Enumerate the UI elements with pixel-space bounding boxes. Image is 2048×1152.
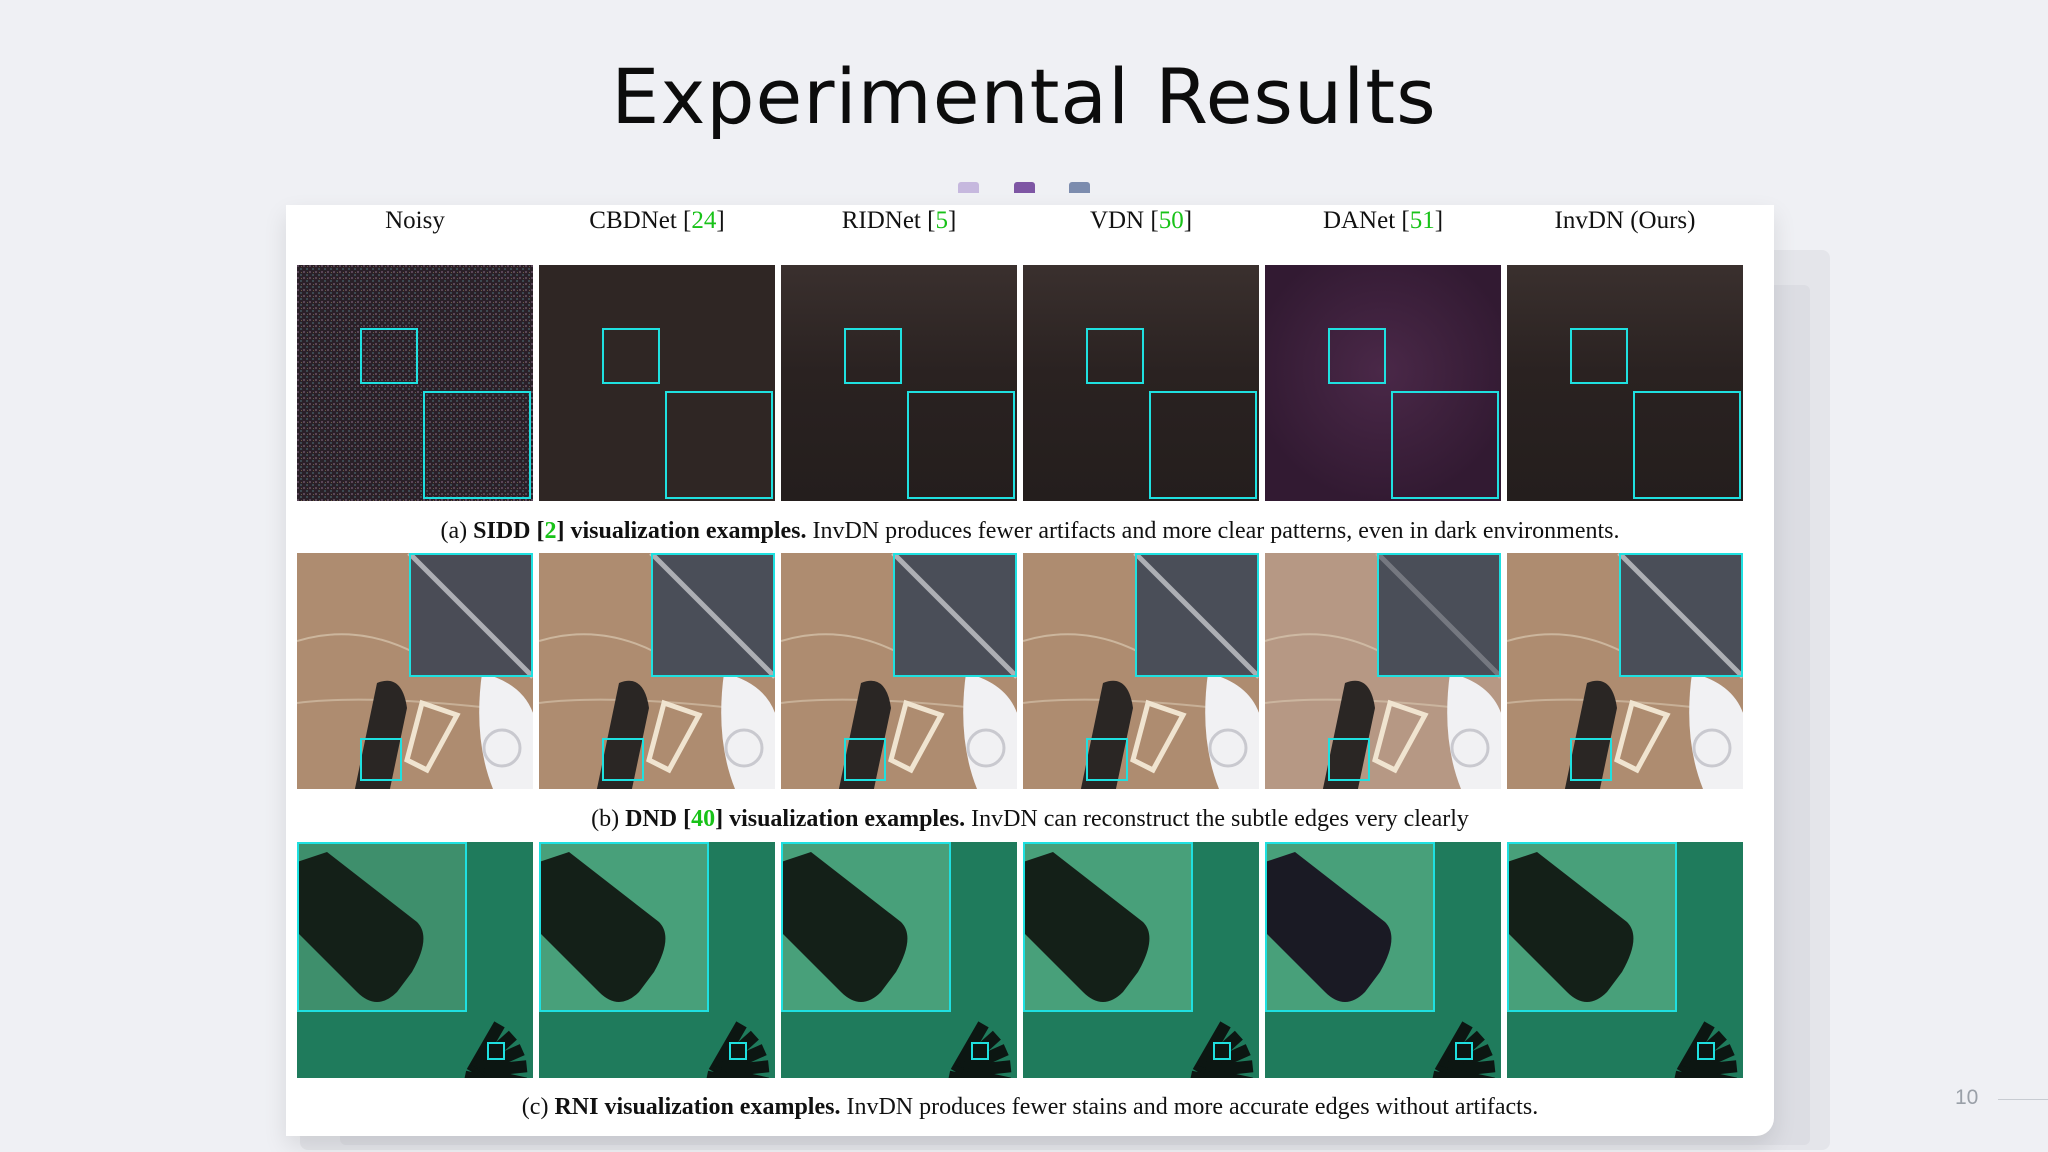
scene-illustration [539,842,775,1078]
zoom-box [1619,553,1743,677]
zoom-box [729,1042,747,1060]
zoom-box [1135,553,1259,677]
zoom-box [781,842,951,1012]
zoom-source-box [360,328,418,384]
column-header-danet: DANet [51] [1322,207,1444,234]
image-panel-invdn [1507,553,1743,789]
zoom-box [1697,1042,1715,1060]
scene-illustration [297,553,533,789]
image-panel-ridnet [781,842,1017,1078]
image-panel-invdn [1507,265,1743,501]
caption-sidd: (a) SIDD [2] visualization examples. Inv… [440,518,1620,544]
decor-dot-1 [958,182,979,193]
citation-ref[interactable]: 2 [544,518,557,544]
image-panel-danet [1265,265,1501,501]
zoom-inset-box [1633,391,1741,499]
image-panel-ridnet [781,553,1017,789]
zoom-box [487,1042,505,1060]
zoom-source-box [602,328,660,384]
zoom-inset-box [665,391,773,499]
zoom-box [1023,842,1193,1012]
scene-illustration [781,553,1017,789]
zoom-source-box [1086,328,1144,384]
image-panel-noisy [297,553,533,789]
scene-illustration [1265,842,1501,1078]
column-header-cbdnet: CBDNet [24] [589,207,725,234]
zoom-box [844,738,886,781]
decor-dot-2 [1014,182,1035,193]
row-sidd [297,265,1745,501]
citation-ref[interactable]: 50 [1158,207,1184,234]
slide-title: Experimental Results [611,52,1437,141]
row-dnd [297,553,1745,789]
row-rni [297,842,1745,1078]
zoom-inset-box [1149,391,1257,499]
image-panel-ridnet [781,265,1017,501]
image-panel-cbdnet [539,842,775,1078]
caption-rni: (c) RNI visualization examples. InvDN pr… [521,1094,1539,1120]
zoom-box [1455,1042,1473,1060]
image-panel-danet [1265,842,1501,1078]
citation-ref[interactable]: 51 [1409,207,1435,234]
scene-illustration [1023,842,1259,1078]
zoom-box [971,1042,989,1060]
zoom-box [409,553,533,677]
zoom-inset-box [423,391,531,499]
column-header-vdn: VDN [50] [1089,207,1193,234]
column-header-ridnet: RIDNet [5] [841,207,957,234]
zoom-box [1213,1042,1231,1060]
citation-ref[interactable]: 5 [935,207,948,234]
column-header-invdn: InvDN (Ours) [1554,207,1696,234]
scene-illustration [781,842,1017,1078]
zoom-box [360,738,402,781]
zoom-box [297,842,467,1012]
decor-dot-3 [1069,182,1090,193]
image-panel-cbdnet [539,553,775,789]
zoom-box [1265,842,1435,1012]
zoom-box [1328,738,1370,781]
scene-illustration [1507,553,1743,789]
zoom-source-box [1570,328,1628,384]
image-panel-noisy [297,842,533,1078]
caption-dnd: (b) DND [40] visualization examples. Inv… [591,806,1469,832]
zoom-box [893,553,1017,677]
column-header-noisy: Noisy [385,207,445,234]
image-panel-noisy [297,265,533,501]
citation-ref[interactable]: 40 [691,806,716,832]
image-panel-vdn [1023,553,1259,789]
zoom-box [1086,738,1128,781]
zoom-box [539,842,709,1012]
page-number-rule [1998,1099,2048,1100]
zoom-box [651,553,775,677]
scene-illustration [1265,553,1501,789]
zoom-source-box [1328,328,1386,384]
scene-illustration [539,553,775,789]
zoom-source-box [844,328,902,384]
zoom-box [602,738,644,781]
page-number: 10 [1955,1086,1979,1109]
zoom-inset-box [1391,391,1499,499]
scene-illustration [297,842,533,1078]
zoom-inset-box [907,391,1015,499]
zoom-box [1570,738,1612,781]
image-panel-cbdnet [539,265,775,501]
zoom-box [1507,842,1677,1012]
image-panel-danet [1265,553,1501,789]
scene-illustration [1507,842,1743,1078]
image-panel-invdn [1507,842,1743,1078]
scene-illustration [1023,553,1259,789]
image-panel-vdn [1023,265,1259,501]
zoom-box [1377,553,1501,677]
citation-ref[interactable]: 24 [691,207,717,234]
image-panel-vdn [1023,842,1259,1078]
